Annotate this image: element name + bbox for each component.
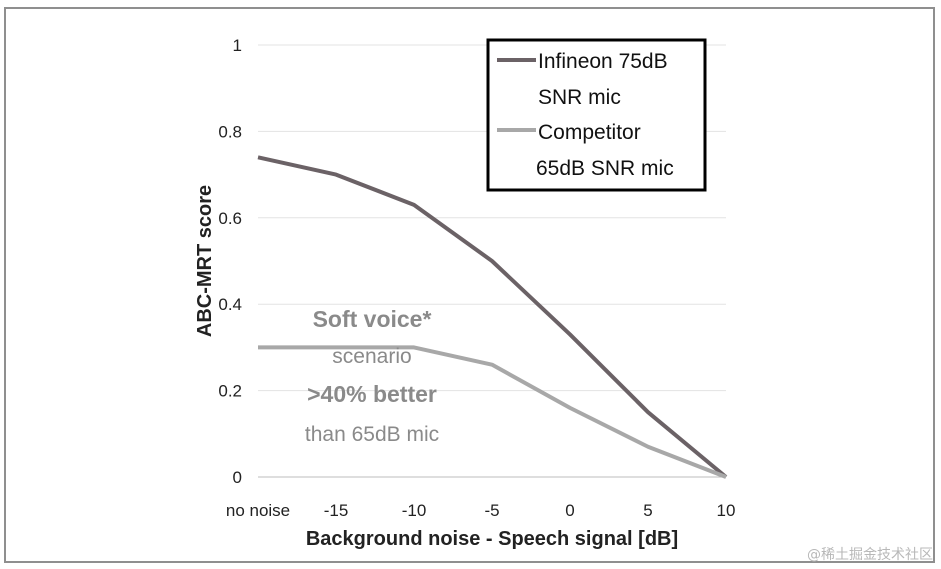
annotation-line-1: Soft voice* bbox=[313, 306, 432, 332]
legend-label-infineon-line2: SNR mic bbox=[538, 86, 621, 109]
series-line-competitor bbox=[258, 345, 727, 479]
y-tick-label: 0.2 bbox=[218, 382, 242, 401]
annotation-line-3: >40% better bbox=[307, 381, 437, 407]
y-tick-label: 0.8 bbox=[218, 122, 242, 141]
x-tick-label: 0 bbox=[565, 501, 574, 520]
legend-label-competitor-line1: Competitor bbox=[538, 121, 641, 144]
annotation-line-2: scenario bbox=[332, 345, 411, 368]
x-tick-labels: no noise -15 -10 -5 0 5 10 bbox=[226, 501, 736, 520]
chart-frame bbox=[4, 7, 935, 563]
series-lines bbox=[257, 155, 728, 479]
annotation: Soft voice* scenario >40% better than 65… bbox=[305, 306, 439, 446]
y-tick-label: 0.6 bbox=[218, 209, 242, 228]
y-tick-label: 1 bbox=[233, 36, 242, 55]
x-tick-label: 5 bbox=[643, 501, 652, 520]
legend-label-infineon-line1: Infineon 75dB bbox=[538, 50, 668, 73]
legend-box bbox=[486, 38, 707, 192]
watermark: @稀土掘金技术社区 bbox=[807, 547, 933, 563]
x-tick-label: no noise bbox=[226, 501, 290, 520]
series-line-infineon bbox=[257, 155, 728, 479]
x-axis-title: Background noise - Speech signal [dB] bbox=[306, 528, 678, 550]
y-tick-label: 0.4 bbox=[218, 295, 242, 314]
x-tick-label: -5 bbox=[484, 501, 499, 520]
y-tick-labels: 0 0.2 0.4 0.6 0.8 1 bbox=[218, 36, 242, 487]
x-tick-label: -15 bbox=[324, 501, 349, 520]
y-axis-title: ABC-MRT score bbox=[194, 185, 216, 337]
y-tick-label: 0 bbox=[233, 468, 242, 487]
x-tick-label: 10 bbox=[717, 501, 736, 520]
annotation-line-4: than 65dB mic bbox=[305, 423, 439, 446]
x-tick-label: -10 bbox=[402, 501, 427, 520]
legend-label-competitor-line2: 65dB SNR mic bbox=[536, 157, 674, 180]
legend: Infineon 75dB SNR mic Competitor 65dB SN… bbox=[486, 38, 707, 192]
